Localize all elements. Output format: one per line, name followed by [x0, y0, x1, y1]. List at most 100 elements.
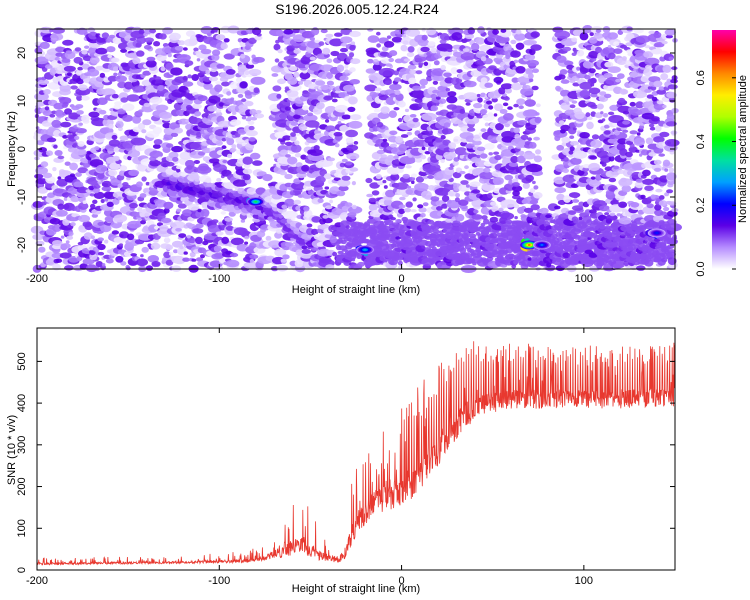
- heatmap-cell: [115, 120, 124, 129]
- heatmap-cell: [217, 120, 232, 128]
- heatmap-cell: [558, 120, 565, 124]
- heatmap-cell: [514, 134, 521, 139]
- heatmap-cell: [504, 174, 514, 181]
- heatmap-cell: [491, 250, 499, 255]
- heatmap-cell: [514, 33, 526, 41]
- heatmap-cell: [643, 51, 654, 58]
- heatmap-cell: [93, 187, 100, 194]
- heatmap-cell: [367, 58, 374, 64]
- heatmap-cell: [151, 261, 161, 267]
- heatmap-cell: [613, 165, 620, 170]
- heatmap-cell: [92, 199, 98, 204]
- heatmap-cell: [50, 33, 64, 41]
- heatmap-cell: [658, 153, 665, 157]
- heatmap-cell: [588, 68, 596, 74]
- heatmap-cell: [63, 65, 76, 72]
- heatmap-cell: [395, 93, 404, 101]
- heatmap-cell: [244, 100, 254, 107]
- heatmap-cell: [558, 74, 566, 80]
- heatmap-cell: [37, 79, 50, 85]
- heatmap-cell: [187, 237, 197, 244]
- heatmap-cell: [607, 45, 612, 49]
- heatmap-cell: [389, 130, 398, 136]
- heatmap-cell: [39, 26, 53, 34]
- heatmap-cell: [493, 68, 503, 76]
- heatmap-cell: [253, 87, 260, 94]
- heatmap-cell: [622, 120, 631, 125]
- heatmap-cell: [329, 199, 333, 204]
- heatmap-cell: [169, 83, 179, 91]
- heatmap-cell: [95, 47, 108, 55]
- heatmap-cell: [405, 28, 421, 37]
- heatmap-cell: [69, 173, 76, 177]
- heatmap-cell: [122, 114, 134, 122]
- heatmap-cell: [49, 114, 56, 118]
- heatmap-cell: [221, 236, 230, 244]
- heatmap-cell: [436, 206, 443, 211]
- heatmap-cell: [120, 261, 127, 266]
- heatmap-cell: [113, 72, 118, 77]
- heatmap-cell: [73, 56, 83, 64]
- heatmap-cell: [475, 37, 486, 45]
- heatmap-cell: [530, 31, 540, 38]
- heatmap-cell: [403, 236, 413, 244]
- heatmap-cell: [231, 144, 237, 149]
- heatmap-x-tick-label: 0: [399, 273, 405, 285]
- snr-x-tick-label: 100: [575, 575, 593, 587]
- heatmap-cell: [175, 228, 182, 232]
- heatmap-cell: [76, 110, 84, 115]
- heatmap-cell: [196, 131, 202, 138]
- heatmap-cell: [527, 212, 537, 218]
- heatmap-cell: [636, 265, 646, 271]
- heatmap-cell: [62, 39, 74, 46]
- heatmap-cell: [666, 219, 677, 225]
- heatmap-cell: [76, 186, 89, 194]
- heatmap-cell: [132, 115, 142, 124]
- heatmap-cell: [621, 56, 627, 61]
- heatmap-cell: [626, 156, 632, 161]
- heatmap-cell: [150, 242, 161, 250]
- heatmap-cell: [626, 49, 634, 54]
- snr-x-ticks: -200 -100 0 100: [26, 328, 593, 587]
- heatmap-cell: [604, 124, 610, 129]
- heatmap-cell: [197, 151, 206, 156]
- heatmap-cell: [417, 204, 424, 209]
- heatmap-cell: [390, 173, 400, 181]
- heatmap-cell: [165, 62, 174, 71]
- heatmap-cell: [658, 86, 665, 91]
- heatmap-cell: [572, 150, 588, 159]
- heatmap-cell: [460, 180, 469, 185]
- heatmap-cell: [173, 256, 186, 265]
- heatmap-cell: [518, 105, 524, 110]
- heatmap-cell: [143, 44, 152, 50]
- heatmap-cell: [348, 120, 363, 129]
- heatmap-cell: [512, 182, 520, 187]
- heatmap-cell: [440, 159, 446, 163]
- heatmap-cell: [176, 98, 184, 103]
- heatmap-cell: [421, 112, 437, 121]
- heatmap-cell: [471, 42, 480, 51]
- heatmap-cell: [340, 47, 348, 53]
- heatmap-cell: [274, 58, 280, 63]
- heatmap-cell: [450, 56, 458, 61]
- heatmap-cell: [171, 240, 184, 248]
- heatmap-cell: [52, 240, 63, 246]
- snr-y-tick-label: 100: [16, 519, 28, 537]
- heatmap-cell: [172, 156, 179, 162]
- heatmap-cell: [616, 73, 625, 79]
- heatmap-cell: [66, 72, 72, 76]
- heatmap-cell: [81, 114, 90, 123]
- heatmap-cell: [280, 258, 287, 263]
- heatmap-cell: [290, 121, 299, 126]
- heatmap-cell: [504, 123, 510, 128]
- heatmap-cell: [111, 230, 120, 235]
- heatmap-cell: [455, 193, 460, 198]
- heatmap-cell: [245, 130, 258, 137]
- heatmap-cell: [582, 167, 590, 172]
- snr-y-tick-label: 200: [16, 477, 28, 495]
- heatmap-cell: [55, 209, 68, 217]
- heatmap-peak: [363, 249, 367, 251]
- heatmap-cell: [176, 197, 182, 201]
- heatmap-cell: [520, 87, 534, 96]
